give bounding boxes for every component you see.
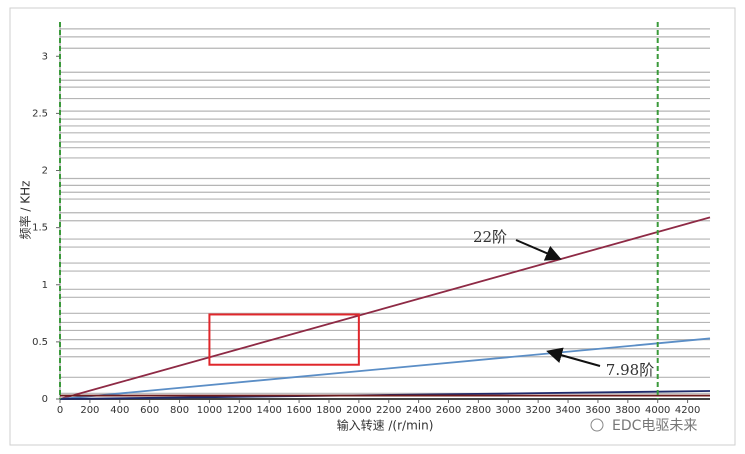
x-tick-label: 1200	[227, 405, 252, 416]
x-tick-label: 0	[57, 405, 63, 416]
x-tick-label: 3800	[615, 405, 640, 416]
x-tick-label: 2800	[466, 405, 491, 416]
arrow	[546, 347, 601, 367]
x-tick-label: 2400	[406, 405, 431, 416]
watermark: EDC电驱未来	[612, 418, 697, 434]
y-axis-label: 频率 / KHz	[18, 181, 33, 240]
y-tick-label: 0	[42, 394, 48, 405]
highlight-box	[208, 313, 360, 366]
series-line	[59, 216, 711, 400]
annotation: 22阶	[473, 228, 507, 246]
x-tick-label: 800	[170, 405, 189, 416]
x-tick-label: 3200	[525, 405, 550, 416]
x-tick-label: 400	[110, 405, 129, 416]
x-tick-label: 200	[80, 405, 99, 416]
y-tick-label: 1	[42, 280, 48, 291]
x-tick-label: 1400	[256, 405, 281, 416]
y-tick-label: 3	[42, 51, 48, 62]
y-tick-label: 2	[42, 166, 48, 177]
x-tick-label: 1600	[286, 405, 311, 416]
x-tick-label: 1800	[316, 405, 341, 416]
y-tick-label: 1.5	[32, 223, 48, 234]
x-tick-label: 2000	[346, 405, 371, 416]
x-tick-label: 2600	[436, 405, 461, 416]
x-tick-label: 4200	[675, 405, 700, 416]
annotation: 7.98阶	[606, 361, 654, 379]
x-axis-label: 输入转速 /(r/min)	[337, 418, 434, 433]
x-tick-label: 3000	[496, 405, 521, 416]
x-tick-label: 2200	[376, 405, 401, 416]
x-tick-label: 1000	[197, 405, 222, 416]
series-line	[59, 337, 711, 400]
y-tick-label: 2.5	[32, 108, 48, 119]
x-tick-label: 600	[140, 405, 159, 416]
x-tick-label: 3600	[585, 405, 610, 416]
watermark-icon	[590, 418, 604, 432]
arrow	[515, 239, 562, 261]
y-tick-label: 0.5	[32, 337, 48, 348]
plot: 0 0.5 1 1.5 2 2.5 3 0 200 400 600 800 1000 1200 1400 16…	[32, 22, 711, 416]
frame	[9, 7, 736, 446]
x-tick-label: 4000	[645, 405, 670, 416]
x-tick-label: 3400	[555, 405, 580, 416]
